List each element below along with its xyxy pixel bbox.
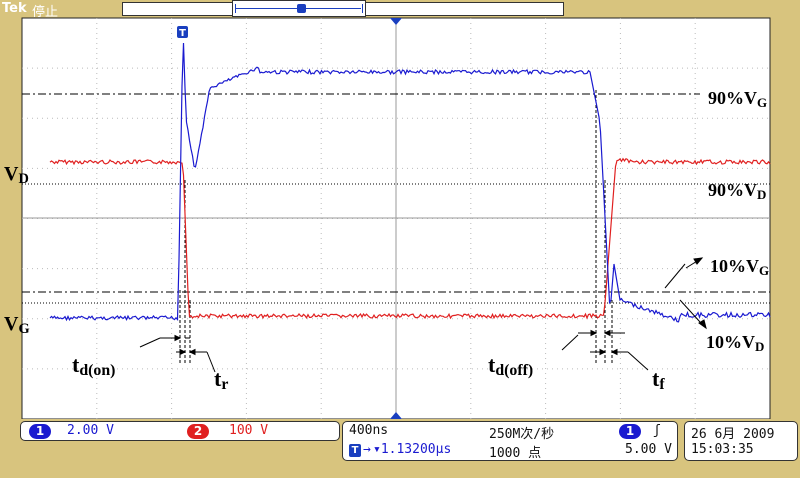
datetime-box: 26 6月 2009 15:03:35	[684, 421, 798, 461]
ch2-vds-trace	[49, 157, 771, 320]
trigger-position-marker-icon[interactable]	[297, 4, 306, 13]
bottom-status-bar: 1 2.00 V 2 100 V 400ns 250M次/秒 T → ▾1.13…	[0, 419, 800, 478]
vg-label: VG	[4, 313, 30, 337]
td-on-label: td(on)	[72, 352, 115, 379]
time-readout: 15:03:35	[691, 442, 754, 457]
record-window-left-edge	[235, 4, 236, 13]
trigger-t-marker: T	[177, 26, 188, 39]
tr-label: tr	[214, 366, 228, 393]
ch1-vgs-trace	[49, 42, 771, 323]
record-window-right-edge	[362, 4, 363, 13]
sample-rate: 250M次/秒	[489, 427, 555, 442]
tf-label: tf	[652, 366, 665, 393]
top-status-bar: Tek 停止	[0, 0, 800, 20]
record-view-window[interactable]	[232, 0, 366, 17]
acquisition-status: 停止	[32, 5, 59, 20]
ch1-scale: 2.00 V	[67, 423, 114, 438]
ch1-badge[interactable]: 1	[29, 424, 51, 439]
timing-arrows	[139, 257, 707, 373]
ch2-badge[interactable]: 2	[187, 424, 209, 439]
brand-logo: Tek	[2, 1, 27, 16]
timebase-trigger-box[interactable]: 400ns 250M次/秒 T → ▾1.13200µs 1000 点 1 ʃ …	[342, 421, 678, 461]
trigger-position-t-icon: T	[349, 444, 361, 457]
vd-label: VD	[4, 163, 29, 187]
channel-readout-box[interactable]: 1 2.00 V 2 100 V	[20, 421, 340, 441]
td-off-label: td(off)	[488, 352, 533, 379]
trigger-t-label: T	[179, 28, 186, 39]
trigger-time-marker-icon	[390, 18, 402, 25]
waveform-display[interactable]: T VD VG 90%VG 90%VD 10%VG 10%V	[0, 0, 800, 420]
trigger-position-arrow-icon: →	[363, 442, 371, 457]
vg-10-label: 10%VG	[710, 256, 769, 278]
trigger-slope-icon: ʃ	[653, 423, 661, 438]
vd-90-label: 90%VD	[708, 180, 766, 202]
trigger-source-badge[interactable]: 1	[619, 424, 641, 439]
trigger-time-marker-bottom-icon	[390, 412, 402, 419]
time-per-div: 400ns	[349, 423, 389, 438]
date-readout: 26 6月 2009	[691, 427, 775, 442]
ch2-scale: 100 V	[229, 423, 269, 438]
trigger-position: ▾1.13200µs	[373, 442, 452, 457]
trigger-level: 5.00 V	[625, 442, 672, 457]
vd-10-label: 10%VD	[706, 332, 764, 354]
record-length: 1000 点	[489, 446, 542, 461]
vg-90-label: 90%VG	[708, 88, 767, 110]
